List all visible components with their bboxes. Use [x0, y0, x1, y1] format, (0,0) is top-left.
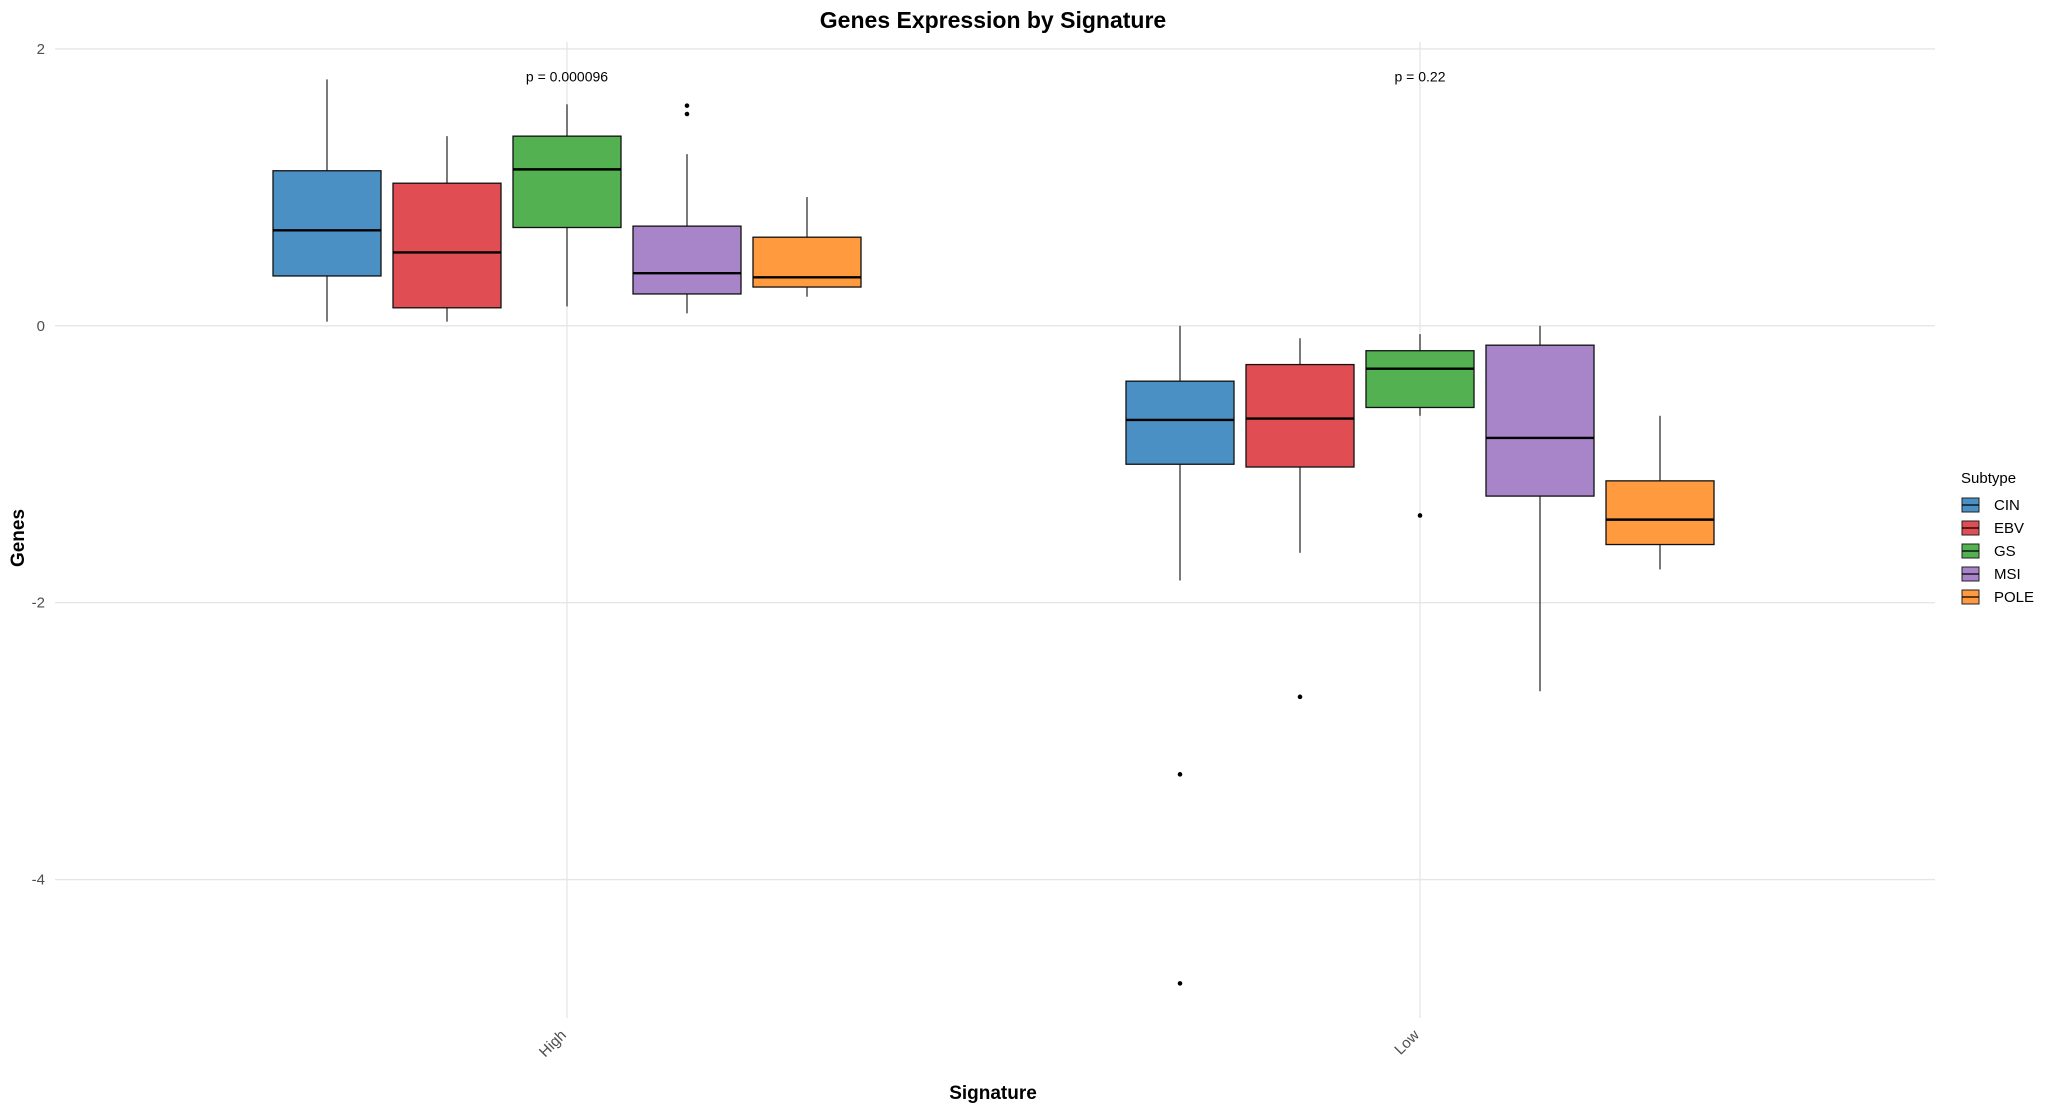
- box-msi-low: [1485, 325, 1595, 692]
- chart-title: Genes Expression by Signature: [820, 7, 1166, 33]
- outlier-point: [1177, 981, 1183, 986]
- box-pole-low: [1605, 415, 1715, 570]
- legend-label: GS: [1994, 543, 2016, 560]
- outlier-point: [1417, 513, 1423, 518]
- y-axis-ticks: 2 0 -2 -4: [32, 41, 45, 889]
- boxes: [272, 79, 1715, 986]
- y-tick-label: 2: [37, 41, 45, 58]
- x-axis-title: Signature: [949, 1083, 1037, 1104]
- legend-label: MSI: [1994, 566, 2021, 583]
- box-pole-high: [752, 197, 862, 297]
- legend-item-msi: MSI: [1961, 566, 2021, 583]
- box-cin-low: [1125, 325, 1235, 986]
- y-tick-label: 0: [37, 318, 45, 335]
- legend-item-pole: POLE: [1961, 589, 2034, 606]
- p-value-annotations: p = 0.000096 p = 0.22: [526, 69, 1446, 85]
- x-axis-ticks: High Low: [536, 1027, 1423, 1061]
- box-msi-high: [632, 103, 742, 314]
- box-body: [392, 182, 502, 309]
- legend-label: EBV: [1994, 520, 2024, 537]
- outlier-point: [1297, 694, 1303, 700]
- box-body: [1245, 363, 1355, 468]
- x-tick-label: Low: [1391, 1027, 1423, 1059]
- box-body: [752, 236, 862, 288]
- legend: Subtype CIN EBV GS MSI POLE: [1961, 470, 2034, 606]
- box-ebv-low: [1245, 338, 1355, 700]
- outlier-point: [1177, 772, 1183, 777]
- box-body: [1365, 350, 1475, 409]
- p-value-label: p = 0.22: [1395, 69, 1446, 85]
- box-gs-low: [1365, 334, 1475, 518]
- box-ebv-high: [392, 136, 502, 322]
- x-tick-label: High: [536, 1027, 570, 1061]
- box-body: [1605, 480, 1715, 546]
- legend-label: POLE: [1994, 589, 2034, 606]
- y-axis-title: Genes: [8, 509, 29, 567]
- box-body: [1125, 380, 1235, 465]
- y-tick-label: -4: [32, 872, 45, 889]
- box-body: [272, 170, 382, 277]
- box-body: [1485, 344, 1595, 497]
- outlier-point: [684, 111, 690, 117]
- legend-label: CIN: [1994, 497, 2020, 514]
- outlier-point: [684, 103, 690, 108]
- legend-title: Subtype: [1961, 470, 2016, 487]
- y-tick-label: -2: [32, 595, 45, 612]
- legend-item-ebv: EBV: [1961, 520, 2024, 537]
- p-value-label: p = 0.000096: [526, 69, 608, 85]
- box-gs-high: [512, 104, 622, 307]
- box-cin-high: [272, 79, 382, 322]
- box-body: [632, 225, 742, 295]
- legend-item-cin: CIN: [1961, 497, 2020, 514]
- grid: [55, 42, 1935, 1018]
- legend-item-gs: GS: [1961, 543, 2016, 560]
- box-body: [512, 135, 622, 229]
